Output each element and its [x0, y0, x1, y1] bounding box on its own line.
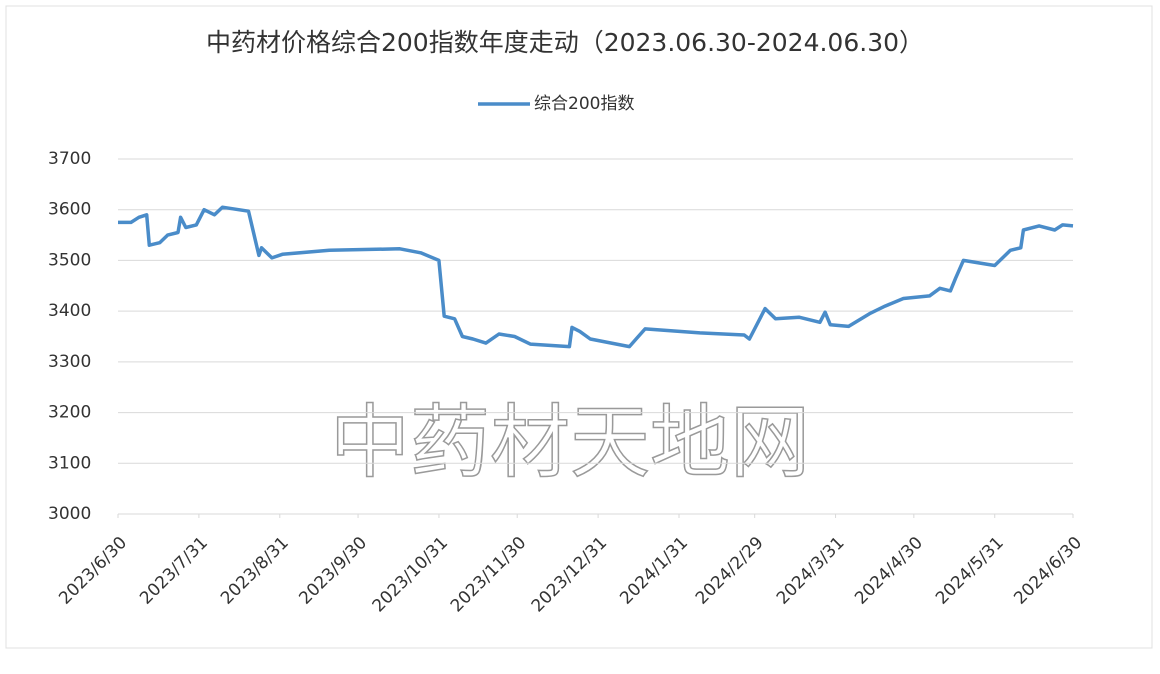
legend-label: 综合200指数 [534, 94, 634, 114]
x-tick-label: 2023/11/30 [447, 533, 530, 616]
x-tick-label: 2023/7/31 [136, 533, 212, 609]
y-tick-label: 3700 [48, 149, 91, 169]
x-tick-label: 2024/5/31 [932, 533, 1008, 609]
series-line [118, 205, 1074, 349]
x-tick-label: 2024/4/30 [851, 533, 927, 609]
x-tick-label: 2023/12/31 [528, 533, 611, 616]
chart-frame [5, 5, 1153, 649]
y-tick-label: 3500 [48, 250, 91, 270]
y-tick-label: 3300 [48, 352, 91, 372]
x-tick-label: 2024/3/31 [773, 533, 849, 609]
y-tick-label: 3000 [48, 504, 91, 524]
watermark: 中药材天地网 [330, 396, 810, 489]
x-tick-label: 2023/8/31 [217, 533, 293, 609]
x-tick-label: 2024/1/31 [616, 533, 692, 609]
y-tick-label: 3200 [48, 403, 91, 423]
x-tick-label: 2024/2/29 [692, 533, 768, 609]
y-tick-label: 3400 [48, 301, 91, 321]
x-tick-label: 2023/9/30 [295, 533, 371, 609]
y-tick-label: 3600 [48, 200, 91, 220]
y-tick-label: 3100 [48, 453, 91, 473]
x-tick-label: 2023/6/30 [55, 533, 131, 609]
x-tick-label: 2024/6/30 [1010, 533, 1086, 609]
x-tick-label: 2023/10/31 [369, 533, 452, 616]
chart-title: 中药材价格综合200指数年度走动（2023.06.30-2024.06.30） [206, 28, 924, 57]
